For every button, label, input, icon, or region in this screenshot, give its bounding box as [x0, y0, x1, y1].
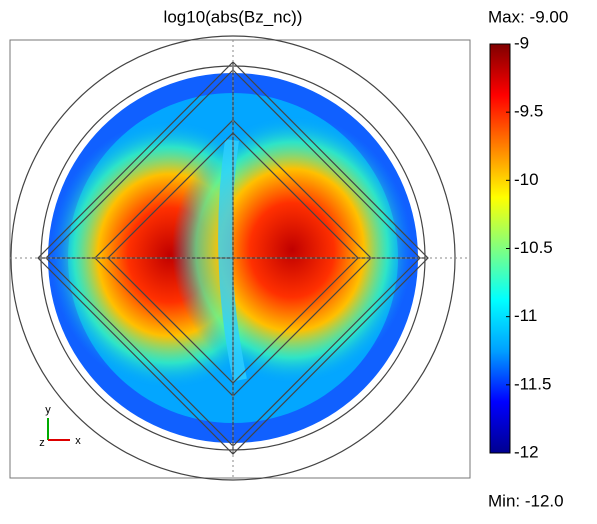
max-label: Max: -9.00: [488, 7, 568, 26]
triad-label: x: [75, 435, 81, 447]
min-label: Min: -12.0: [488, 491, 564, 510]
colorbar-tick-label: -9.5: [514, 102, 543, 121]
triad-label: z: [39, 437, 45, 449]
chart-title: log10(abs(Bz_nc)): [164, 7, 303, 26]
colorbar-tick-label: -10: [514, 170, 539, 189]
plot-frame: [9, 39, 471, 479]
colorbar-tick-label: -12: [514, 442, 539, 461]
colorbar-tick-label: -11.5: [514, 374, 552, 393]
colorbar-tick-label: -10.5: [514, 238, 553, 257]
triad-label: y: [45, 404, 51, 416]
heatmap: [10, 35, 470, 481]
axes-triad: y z x: [39, 404, 81, 449]
colorbar-tick-label: -9: [514, 33, 529, 52]
colorbar-tick-label: -11: [514, 306, 537, 325]
